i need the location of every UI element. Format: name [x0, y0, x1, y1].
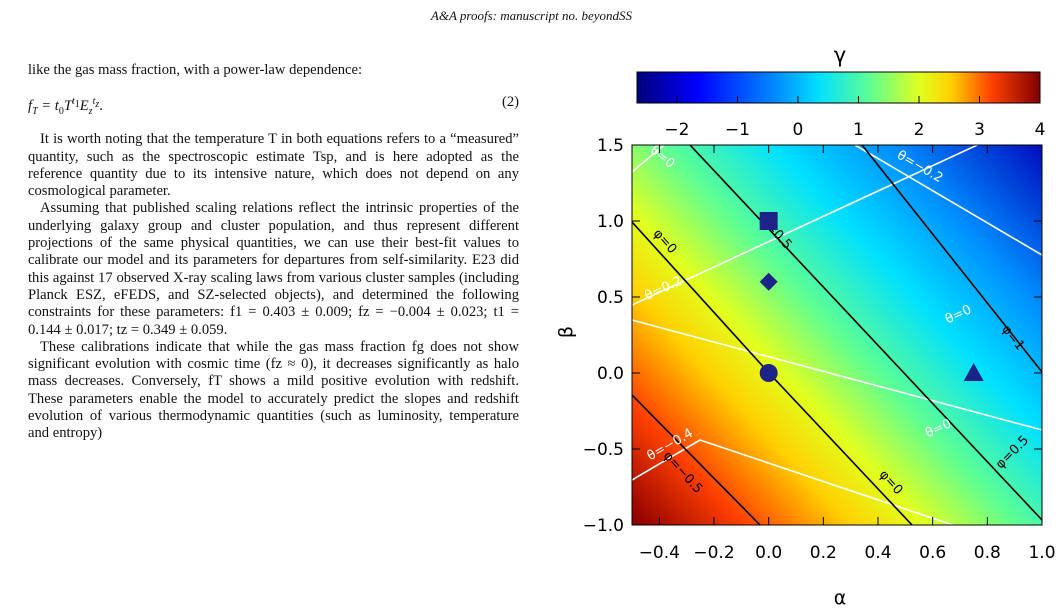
marker-circle [759, 364, 778, 382]
marker-square [759, 212, 778, 230]
colorbar-tick-label: −1 [725, 120, 750, 140]
x-tick-label: 0.6 [919, 543, 946, 563]
y-tick-label: 0.5 [597, 288, 624, 308]
eq-part: t [71, 96, 75, 108]
colorbar-tick-label: −2 [664, 120, 689, 140]
contour-line [632, 319, 1042, 431]
eq-part: . [99, 98, 103, 115]
y-tick-label: −0.5 [583, 440, 624, 460]
x-tick-label: −0.4 [639, 543, 680, 563]
marker-triangle [963, 363, 984, 381]
y-tick-label: 0.0 [597, 364, 624, 384]
eq-part: z [88, 106, 93, 118]
eq-part: t [92, 96, 96, 108]
eq-part: T [32, 106, 38, 118]
x-tick-label: 0.2 [810, 543, 837, 563]
eq-part: E [79, 98, 89, 115]
colorbar-tick-label: 2 [914, 120, 925, 140]
equation-number: (2) [501, 94, 519, 111]
eq-part: 0 [58, 106, 64, 118]
colorbar-tick-label: 0 [793, 120, 804, 140]
equation: fT = t0Tt1Eztz. (2) [28, 83, 519, 121]
x-tick-label: 1.0 [1028, 543, 1055, 563]
eq-part: T [63, 98, 72, 115]
contour-line [632, 439, 956, 525]
eq-part: z [95, 99, 100, 111]
contour-line [632, 145, 665, 173]
text-column: like the gas mass fraction, with a power… [28, 62, 519, 616]
x-tick-label: 0.4 [864, 543, 891, 563]
color-map [632, 145, 1042, 525]
y-tick-label: 1.0 [597, 212, 624, 232]
y-tick-label: −1.0 [583, 516, 624, 536]
contour-line [689, 145, 1042, 521]
x-tick-label: −0.2 [693, 543, 734, 563]
paragraph: like the gas mass fraction, with a power… [28, 62, 363, 78]
contour-line [632, 145, 980, 306]
eq-part: f [28, 98, 33, 115]
paragraph: Assuming that published scaling relation… [28, 200, 519, 338]
y-tick-label: 1.5 [597, 136, 624, 156]
contour-line [854, 145, 1042, 256]
x-axis-label: α [834, 587, 847, 609]
colorbar-tick-label: 3 [974, 120, 985, 140]
colorbar-title: γ [834, 43, 846, 67]
contour-line [861, 145, 1042, 373]
paragraph: These calibrations indicate that while t… [28, 338, 519, 442]
running-header: A&A proofs: manuscript no. beyondSS [430, 8, 633, 23]
contour-line [632, 394, 761, 525]
eq-part: = t [37, 98, 59, 115]
y-axis-label: β [555, 326, 577, 338]
x-tick-label: 0.8 [974, 543, 1001, 563]
x-tick-label: 0.0 [755, 543, 782, 563]
plot-frame [631, 144, 1043, 526]
colorbar [636, 71, 1041, 104]
marker-diamond [759, 272, 778, 291]
eq-part: 1 [74, 99, 80, 111]
paragraph: It is worth noting that the temperature … [28, 131, 519, 200]
colorbar-tick-label: 4 [1035, 120, 1046, 140]
colorbar-tick-label: 1 [853, 120, 864, 140]
